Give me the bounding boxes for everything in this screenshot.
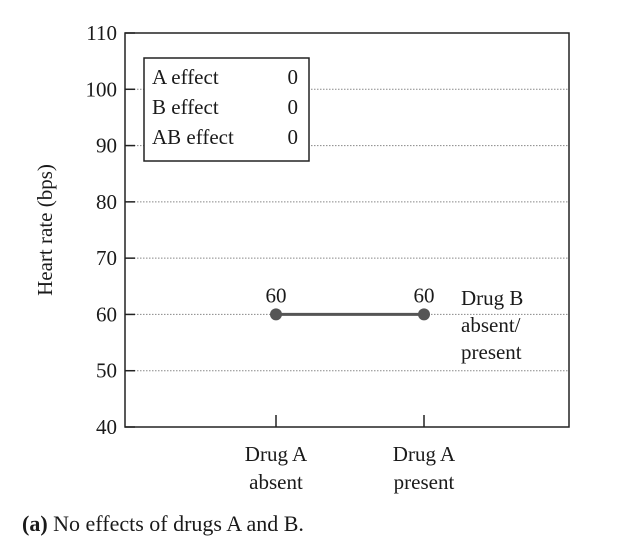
effects-legend-box: A effect 0 B effect 0 AB effect 0 <box>143 57 310 162</box>
series-name-label: present <box>461 340 522 364</box>
effect-value: 0 <box>288 125 299 149</box>
y-tick-label: 100 <box>86 77 118 101</box>
y-tick-label: 110 <box>86 21 117 45</box>
data-label: 60 <box>266 283 287 307</box>
caption-tag: (a) <box>22 511 48 536</box>
y-tick-label: 50 <box>96 359 117 383</box>
series-name-label: Drug B <box>461 286 523 310</box>
effect-label: AB effect <box>152 125 234 149</box>
effect-value: 0 <box>288 65 299 89</box>
series-name-label: absent/ <box>461 313 521 337</box>
y-tick-label: 70 <box>96 246 117 270</box>
caption-text: No effects of drugs A and B. <box>47 511 304 536</box>
y-tick-label: 60 <box>96 302 117 326</box>
x-tick-label: present <box>394 470 455 494</box>
data-point <box>270 308 282 321</box>
series-group: 60 60 Drug B absent/present <box>266 283 524 364</box>
x-tick-label: Drug A <box>245 442 308 466</box>
data-label: 60 <box>414 283 435 307</box>
effect-label: A effect <box>152 65 219 89</box>
x-tick-label: Drug A <box>393 442 456 466</box>
x-axis: Drug A absent Drug A present <box>245 415 456 494</box>
plot-frame <box>124 32 570 428</box>
data-point <box>418 308 430 321</box>
figure-caption: (a) No effects of drugs A and B. <box>22 511 304 537</box>
y-tick-label: 80 <box>96 190 117 214</box>
y-tick-label: 40 <box>96 415 117 439</box>
y-axis-label: Heart rate (bps) <box>33 164 57 296</box>
y-tick-label: 90 <box>96 134 117 158</box>
effects-box-frame <box>143 57 310 162</box>
y-axis: 40 50 60 70 80 90 100 110 <box>86 21 135 439</box>
effect-value: 0 <box>288 95 299 119</box>
x-tick-label: absent <box>249 470 303 494</box>
effect-label: B effect <box>152 95 219 119</box>
